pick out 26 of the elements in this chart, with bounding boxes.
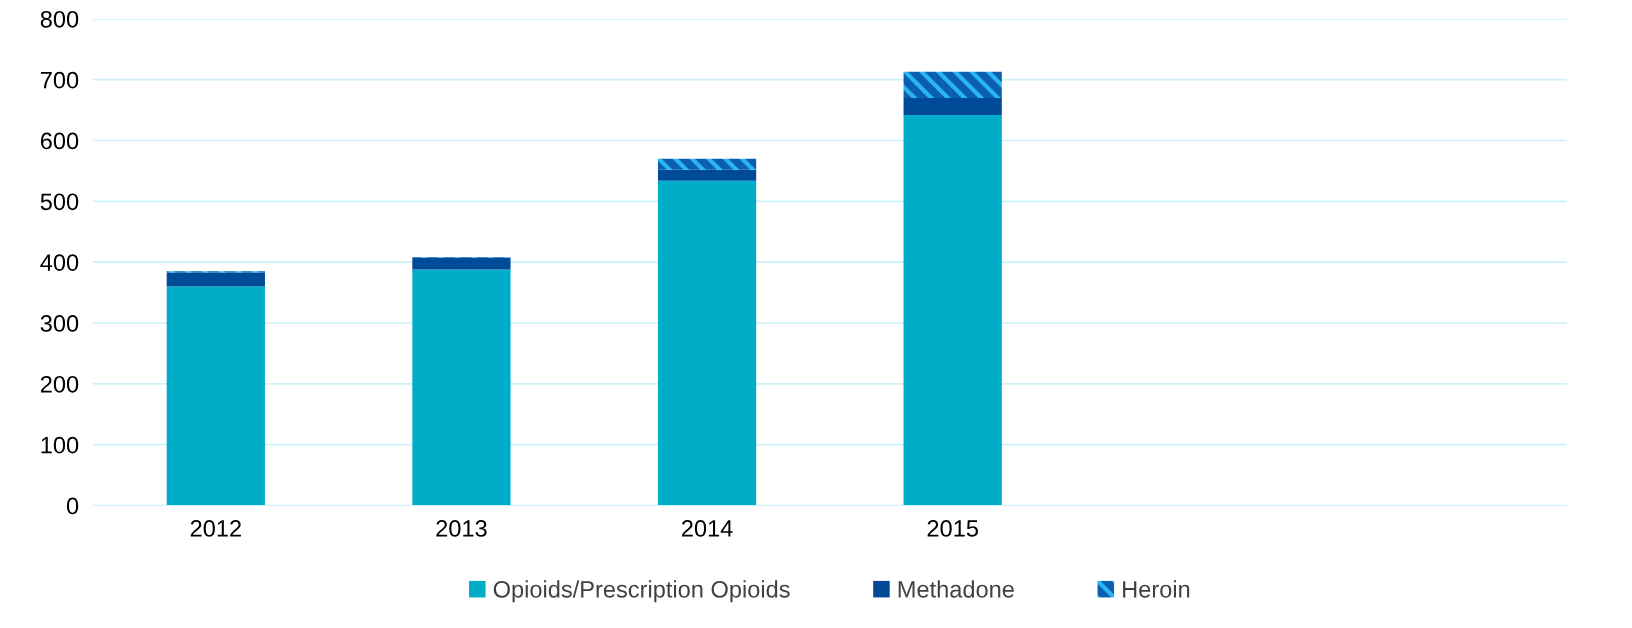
x-tick-label: 2014 [681,520,733,537]
y-tick-label: 400 [40,254,79,271]
y-tick-label: 200 [40,375,79,393]
x-tick-label: 2015 [927,520,978,537]
legend-label: Opioids/Prescription Opioids [493,580,790,603]
y-tick-label: 0 [66,497,79,515]
y-tick-label: 300 [40,315,79,332]
bar [657,169,757,181]
y-tick-label: 700 [40,71,79,89]
y-tick-label: 500 [40,193,79,211]
bar [657,180,757,506]
y-tick-label: 800 [40,10,79,28]
x-tick-label: 2012 [190,520,241,537]
bar [657,158,757,170]
bar [903,97,1002,115]
legend-label: Heroin [1123,580,1190,598]
x-tick-label: 2013 [436,520,487,537]
bar [166,272,265,287]
bar [166,286,265,506]
y-tick-label: 600 [40,132,79,150]
bar [903,71,1002,98]
legend-label: Methadone [898,580,1014,598]
bar [412,257,511,270]
y-tick-label: 100 [41,436,79,454]
bar [412,269,511,506]
bar [903,114,1002,506]
